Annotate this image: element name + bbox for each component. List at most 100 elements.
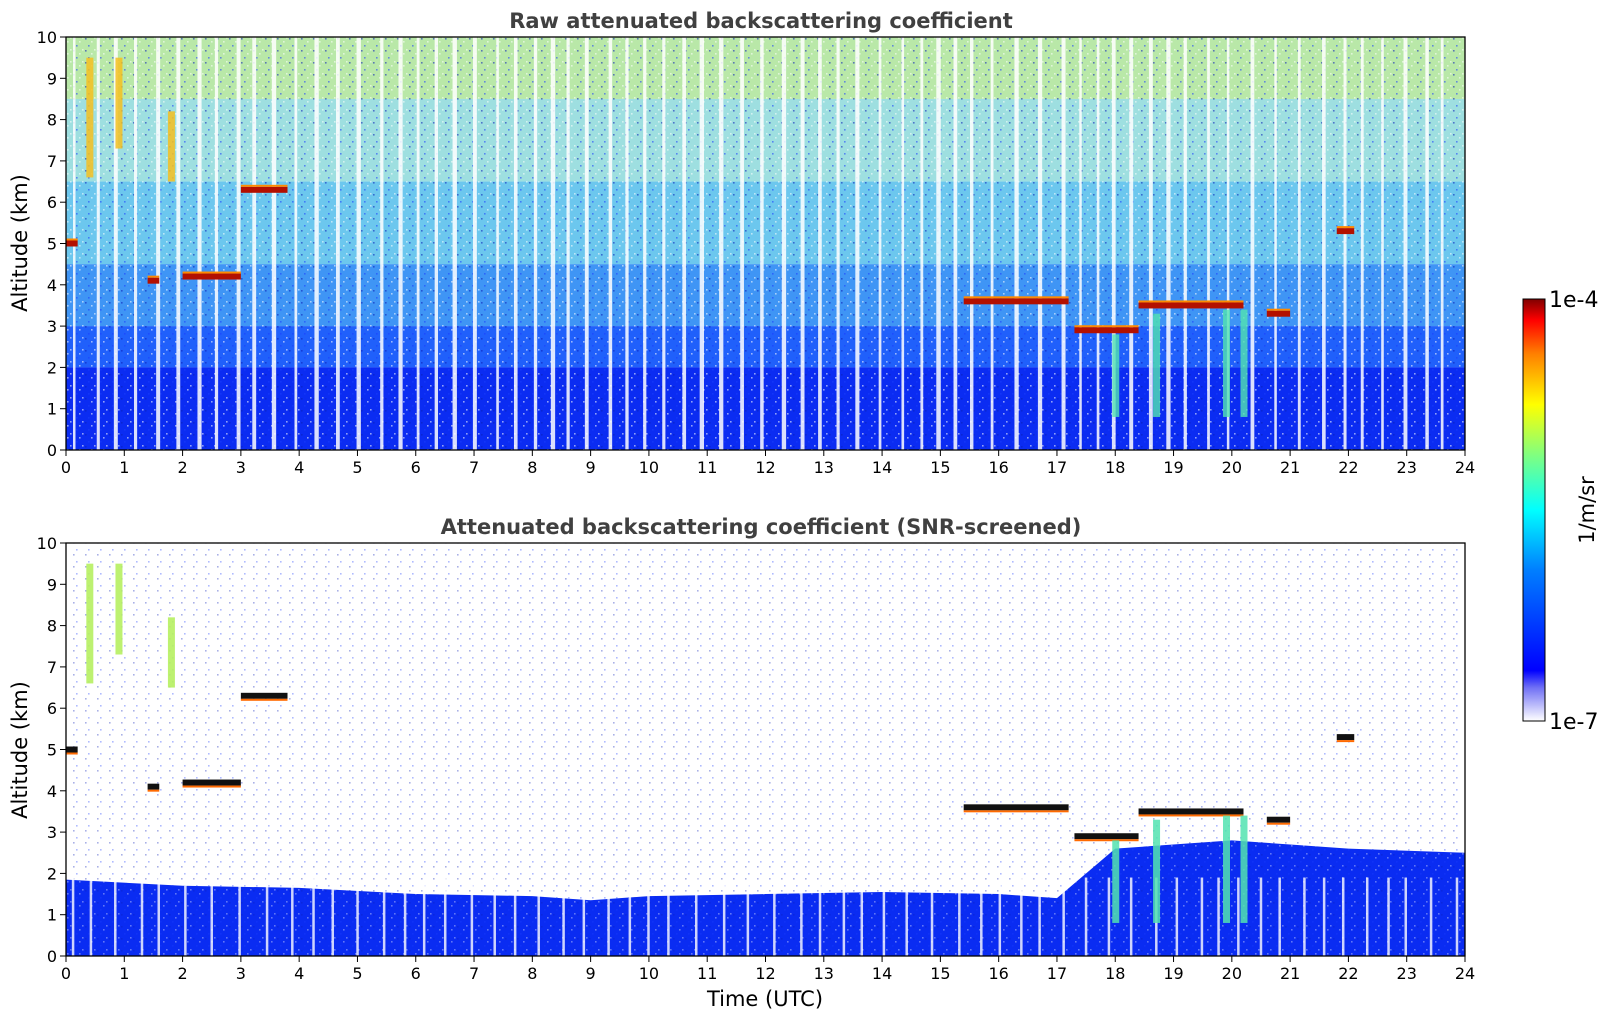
cloud-layer-edge — [240, 184, 288, 187]
data-gap — [176, 37, 181, 450]
cloud-layer — [1074, 833, 1139, 840]
data-gap — [1014, 37, 1019, 450]
data-gap — [643, 37, 647, 450]
data-gap — [197, 37, 202, 450]
data-gap — [1343, 37, 1347, 450]
x-tick-label: 6 — [411, 458, 421, 477]
data-gap — [1183, 37, 1187, 450]
y-tick-label: 7 — [47, 152, 57, 171]
data-gap — [1237, 877, 1240, 956]
x-tick-label: 10 — [639, 964, 659, 983]
data-gap — [1148, 37, 1153, 450]
data-gap — [452, 37, 457, 450]
ice-streak — [86, 563, 94, 684]
raw-backscatter-panel: Raw attenuated backscattering coefficien… — [8, 9, 1475, 477]
panel2-ylabel: Altitude (km) — [8, 681, 32, 819]
data-gap — [1404, 877, 1407, 956]
data-gap — [667, 877, 670, 956]
noise-texture — [66, 543, 1465, 956]
x-tick-label: 12 — [755, 964, 775, 983]
x-tick-label: 23 — [1397, 964, 1417, 983]
data-gap — [882, 877, 886, 956]
data-gap — [89, 877, 93, 956]
data-gap — [1129, 877, 1133, 956]
x-tick-label: 13 — [814, 458, 834, 477]
data-gap — [1341, 877, 1345, 956]
y-tick-label: 9 — [47, 69, 57, 88]
x-tick-label: 13 — [814, 964, 834, 983]
y-tick-label: 6 — [47, 699, 57, 718]
cloud-layer — [1138, 808, 1244, 815]
y-tick-label: 10 — [37, 534, 57, 553]
data-gap — [818, 877, 822, 956]
screened-backscatter-panel: Attenuated backscattering coefficient (S… — [8, 515, 1475, 1011]
data-gap — [331, 877, 334, 956]
data-gap — [1297, 37, 1301, 450]
data-gap — [472, 37, 477, 450]
data-gap — [878, 37, 882, 450]
x-tick-label: 5 — [352, 458, 362, 477]
x-tick-label: 9 — [586, 964, 596, 983]
data-gap — [336, 37, 340, 450]
data-gap — [140, 877, 144, 956]
x-tick-label: 15 — [930, 458, 950, 477]
data-gap — [1207, 37, 1210, 450]
ice-streak — [115, 563, 123, 655]
data-gap — [1360, 37, 1364, 450]
data-gap — [970, 37, 974, 450]
data-gap — [901, 37, 905, 450]
cloud-layer-edge — [182, 785, 241, 788]
cloud-layer-edge — [240, 698, 288, 701]
data-gap — [1175, 877, 1179, 956]
data-gap — [1425, 37, 1429, 450]
y-tick-label: 4 — [47, 782, 57, 801]
data-gap — [1111, 37, 1116, 450]
cloud-layer — [1074, 327, 1139, 334]
data-gap — [537, 877, 540, 956]
data-gap — [1037, 37, 1043, 450]
cloud-layer-edge — [1266, 822, 1291, 825]
raw-backscatter-field — [66, 37, 1465, 450]
data-gap — [1217, 877, 1220, 956]
x-tick-label: 16 — [988, 458, 1008, 477]
data-gap — [855, 37, 860, 450]
data-gap — [695, 877, 698, 956]
x-tick-label: 24 — [1455, 458, 1475, 477]
data-gap — [210, 877, 213, 956]
data-gap — [773, 877, 776, 956]
cloud-layer-edge — [147, 275, 160, 278]
data-gap — [493, 877, 496, 956]
colorbar-max-label: 1e-4 — [1549, 288, 1598, 313]
data-gap — [1303, 877, 1306, 956]
y-tick-label: 7 — [47, 658, 57, 677]
data-gap — [1278, 877, 1281, 956]
data-gap — [356, 877, 359, 956]
x-tick-label: 10 — [639, 458, 659, 477]
data-gap — [214, 37, 219, 450]
y-tick-label: 8 — [47, 111, 57, 130]
y-tick-label: 8 — [47, 617, 57, 636]
x-tick-label: 2 — [177, 458, 187, 477]
x-tick-label: 22 — [1338, 458, 1358, 477]
fall-streak — [1240, 815, 1248, 923]
cloud-layer-edge — [1138, 814, 1244, 817]
data-gap — [740, 37, 744, 450]
ice-streak — [167, 617, 175, 688]
colorbar: 1e-4 1e-7 1/m/sr — [1522, 288, 1599, 735]
panel1-y-ticks: 0 1 2 3 4 5 6 7 8 9 10 — [37, 28, 66, 460]
cloud-layer — [182, 273, 241, 280]
data-gap — [1365, 877, 1369, 956]
data-gap — [114, 877, 117, 956]
y-tick-label: 10 — [37, 28, 57, 47]
x-tick-label: 15 — [930, 964, 950, 983]
data-gap — [184, 877, 187, 956]
x-tick-label: 11 — [697, 458, 717, 477]
panel2-y-ticks: 0 1 2 3 4 5 6 7 8 9 10 — [37, 534, 66, 966]
cloud-layer — [1336, 228, 1355, 235]
cloud-layer — [147, 783, 160, 790]
data-gap — [314, 37, 319, 450]
cloud-layer — [182, 779, 241, 786]
data-gap — [608, 37, 613, 450]
data-gap — [1096, 37, 1100, 450]
